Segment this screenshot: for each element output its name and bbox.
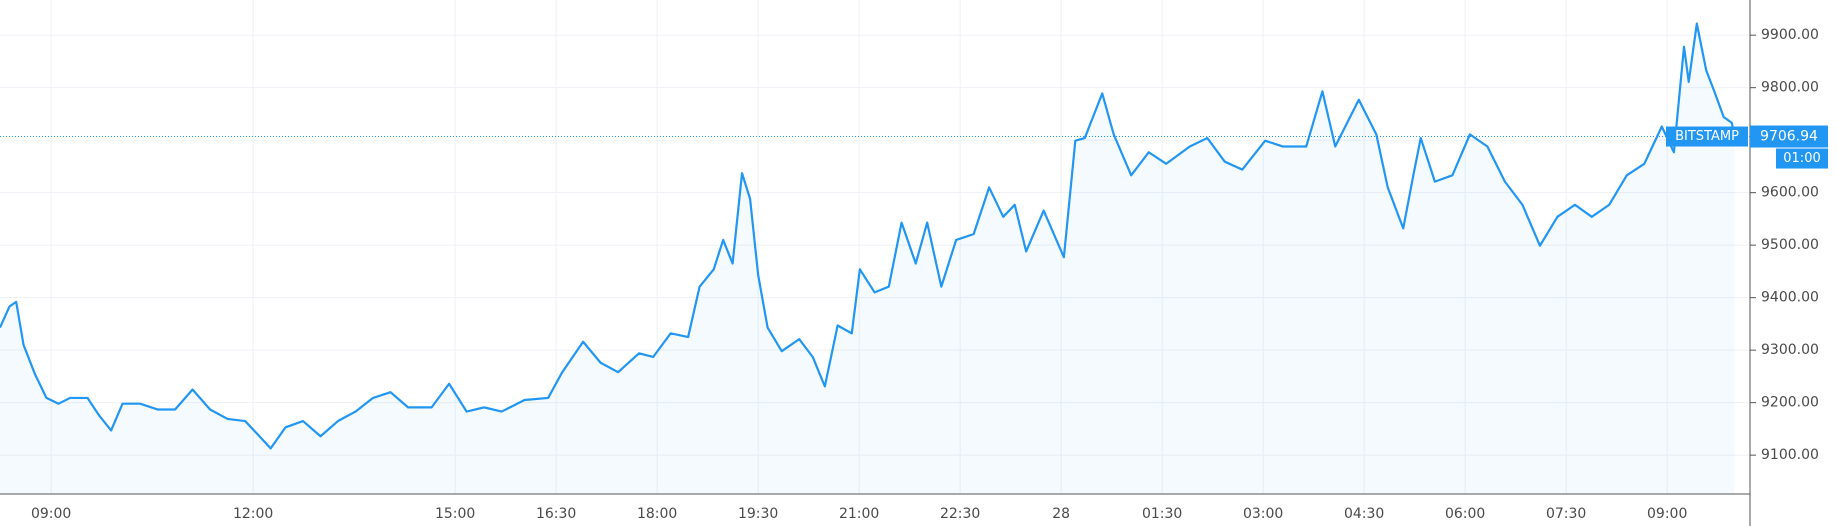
x-tick-label: 09:00	[31, 506, 71, 522]
price-name-box	[1666, 126, 1748, 147]
y-tick-label: 9200.00	[1761, 395, 1819, 411]
x-tick-label: 01:30	[1142, 506, 1182, 522]
x-tick-label: 07:30	[1546, 506, 1586, 522]
x-tick-label: 09:00	[1647, 506, 1687, 522]
y-tick-label: 9400.00	[1761, 290, 1819, 306]
y-tick-label: 9900.00	[1761, 27, 1819, 43]
y-tick-label: 9500.00	[1761, 237, 1819, 253]
x-tick-label: 15:00	[435, 506, 475, 522]
countdown-box	[1776, 148, 1828, 169]
y-tick-label: 9600.00	[1761, 185, 1819, 201]
y-tick-label: 9800.00	[1761, 80, 1819, 96]
price-name: BITSTAMP	[1675, 129, 1739, 144]
x-tick-label: 19:30	[738, 506, 778, 522]
x-tick-label: 06:00	[1445, 506, 1485, 522]
line	[0, 22, 1736, 450]
x-tick-label: 28	[1052, 506, 1070, 522]
x-tick-label: 04:30	[1344, 506, 1384, 522]
y-tick-label: 9300.00	[1761, 342, 1819, 358]
countdown: 01:00	[1783, 151, 1820, 166]
y-tick-label: 9100.00	[1761, 447, 1819, 463]
price-value: 9706.94	[1760, 129, 1818, 145]
x-tick-label: 12:00	[233, 506, 273, 522]
x-tick-label: 21:00	[839, 506, 879, 522]
price-box	[1750, 125, 1828, 148]
x-tick-label: 03:00	[1243, 506, 1283, 522]
x-tick-label: 16:30	[536, 506, 576, 522]
area	[0, 23, 1735, 495]
x-tick-label: 22:30	[940, 506, 980, 522]
x-tick-label: 18:00	[637, 506, 677, 522]
